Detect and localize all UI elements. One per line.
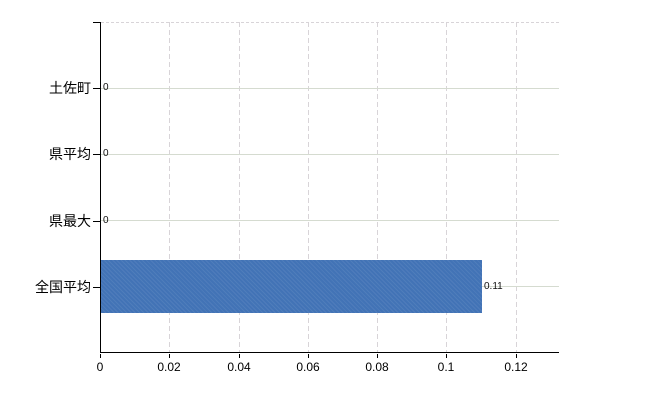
plot-area: 0 0 0 0.11 [100, 22, 559, 353]
bar-value-label: 0 [103, 215, 109, 226]
y-axis-category-label: 県最大 [49, 213, 91, 229]
gridline-vertical [238, 22, 240, 352]
x-axis-tick-label: 0.04 [227, 360, 251, 374]
gridline-horizontal [101, 153, 559, 155]
x-axis-tick-label: 0.02 [157, 360, 181, 374]
y-axis-tick [93, 22, 100, 23]
gridline-horizontal [101, 87, 559, 89]
x-axis-tick [169, 354, 170, 358]
gridline-vertical [515, 22, 517, 352]
y-axis-category-label: 全国平均 [35, 279, 91, 295]
y-axis-tick [93, 221, 100, 222]
gridline-horizontal [101, 220, 559, 222]
x-axis-tick [308, 354, 309, 358]
gridline-vertical [446, 22, 448, 352]
x-axis-tick-label: 0.12 [504, 360, 528, 374]
x-axis-tick [100, 354, 101, 358]
y-axis-tick [93, 287, 100, 288]
x-axis-tick [377, 354, 378, 358]
x-axis-tick-label: 0.1 [437, 360, 455, 374]
plot-top-border [101, 22, 559, 23]
x-axis-tick-label: 0.06 [296, 360, 320, 374]
y-axis-tick [93, 154, 100, 155]
bar [101, 260, 482, 313]
bar-value-label: 0 [103, 148, 109, 159]
gridline-vertical [307, 22, 309, 352]
y-axis-category-label: 県平均 [49, 146, 91, 162]
bar-value-label: 0.11 [484, 281, 503, 292]
gridline-vertical [169, 22, 171, 352]
x-axis-tick-label: 0.08 [365, 360, 389, 374]
x-axis-tick [239, 354, 240, 358]
bar-value-label: 0 [103, 82, 109, 93]
gridline-vertical [377, 22, 379, 352]
y-axis-category-label: 土佐町 [49, 80, 91, 96]
x-axis-tick [516, 354, 517, 358]
y-axis-tick [93, 88, 100, 89]
x-axis-tick [446, 354, 447, 358]
x-axis-tick-label: 0 [96, 360, 104, 374]
